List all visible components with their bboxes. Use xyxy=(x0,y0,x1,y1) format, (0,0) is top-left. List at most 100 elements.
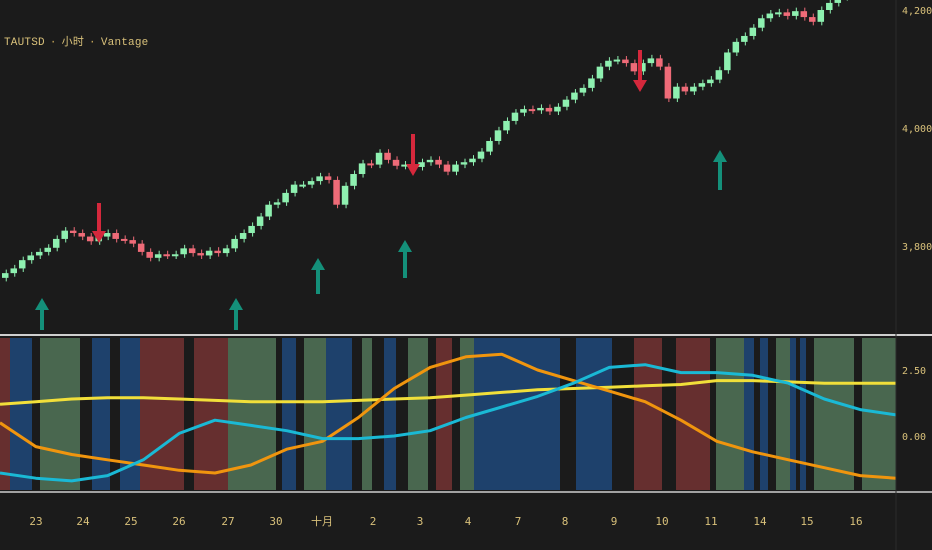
indicator-band xyxy=(362,338,372,490)
candle xyxy=(231,235,238,252)
candle xyxy=(316,172,323,185)
candle xyxy=(69,227,77,237)
candle xyxy=(511,109,519,125)
candle-body xyxy=(775,12,782,15)
indicator-band xyxy=(304,338,326,490)
candle xyxy=(18,256,26,272)
candle xyxy=(460,158,468,169)
candle-body xyxy=(265,204,272,217)
buy-arrow-shaft xyxy=(40,308,44,330)
candle-body xyxy=(656,58,663,67)
indicator-band xyxy=(326,338,352,490)
indicator-band xyxy=(814,338,854,490)
indicator-bands xyxy=(0,338,896,490)
indicator-band xyxy=(194,338,228,490)
buy-arrow-head xyxy=(229,298,243,310)
candle-body xyxy=(214,250,221,254)
time-tick-label: 25 xyxy=(124,515,137,528)
candle-body xyxy=(86,236,94,242)
buy-arrow xyxy=(229,298,243,330)
buy-arrow xyxy=(713,150,727,190)
candle-body xyxy=(630,63,638,72)
candle-body xyxy=(231,238,238,249)
candle xyxy=(664,63,672,103)
price-axis: 4,200.00 4,000.00 3,800.00 xyxy=(902,6,932,253)
candle-body xyxy=(367,163,374,166)
indicator-band xyxy=(776,338,790,490)
candle xyxy=(715,66,723,84)
sell-arrow-shaft xyxy=(411,134,415,166)
candle-body xyxy=(171,254,179,257)
candle xyxy=(775,8,782,18)
candle xyxy=(452,161,459,176)
candle-body xyxy=(537,107,544,111)
time-tick-label: 3 xyxy=(417,515,424,528)
candle-body xyxy=(511,112,519,121)
time-tick-label: 2 xyxy=(370,515,377,528)
indicator-band xyxy=(0,338,10,490)
sell-arrow xyxy=(633,50,647,92)
candle-body xyxy=(299,184,306,187)
candle-body xyxy=(554,106,561,112)
candle xyxy=(741,32,748,46)
candle-body xyxy=(27,255,34,261)
buy-arrow-shaft xyxy=(234,308,238,330)
candle xyxy=(333,176,340,209)
indicator-tick-label: 0.00 xyxy=(902,432,926,443)
candle-body xyxy=(792,11,799,16)
time-tick-label: 16 xyxy=(849,515,862,528)
candle-body xyxy=(2,273,9,278)
candle-body xyxy=(350,174,357,186)
candle-body xyxy=(647,58,655,64)
candle xyxy=(324,172,332,184)
candle-body xyxy=(120,238,128,241)
candle-body xyxy=(613,59,621,62)
indicator-band xyxy=(436,338,452,490)
candle xyxy=(392,156,400,170)
candle-body xyxy=(579,87,587,93)
indicator-band xyxy=(800,338,806,490)
buy-arrow-head xyxy=(35,298,49,310)
candle-body xyxy=(239,233,247,239)
candle-body xyxy=(197,253,204,256)
candle-body xyxy=(256,216,264,226)
candle-body xyxy=(188,248,196,254)
time-tick-label: 14 xyxy=(753,515,767,528)
candle xyxy=(783,8,791,20)
candle xyxy=(222,244,230,257)
sell-arrow xyxy=(92,203,106,243)
candle-body xyxy=(78,233,85,237)
candle xyxy=(554,103,561,116)
candle xyxy=(426,156,434,166)
indicator-band xyxy=(760,338,768,490)
buy-arrow xyxy=(398,240,412,278)
candlesticks xyxy=(2,0,848,282)
candle xyxy=(588,74,595,92)
indicator-band xyxy=(384,338,396,490)
candle xyxy=(817,6,825,26)
indicator-band xyxy=(474,338,560,490)
candle xyxy=(341,182,349,209)
candle-body xyxy=(163,254,170,257)
indicator-tick-label: 2.50 xyxy=(902,366,926,377)
candle xyxy=(826,0,833,14)
candle-body xyxy=(358,163,366,175)
candle-body xyxy=(800,11,808,18)
candle xyxy=(86,233,94,245)
candle xyxy=(2,269,9,282)
candle xyxy=(622,56,629,67)
candle-body xyxy=(401,164,408,167)
candle-body xyxy=(205,250,213,256)
candle xyxy=(528,105,536,114)
candle-body xyxy=(749,27,757,36)
candle-body xyxy=(452,164,459,172)
candle-body xyxy=(707,79,714,84)
candle xyxy=(367,159,374,169)
candle-body xyxy=(486,140,493,152)
sell-arrow-head xyxy=(633,80,647,92)
candle-body xyxy=(724,52,731,71)
candle xyxy=(256,212,264,230)
indicator-band xyxy=(120,338,140,490)
candle xyxy=(35,248,43,259)
